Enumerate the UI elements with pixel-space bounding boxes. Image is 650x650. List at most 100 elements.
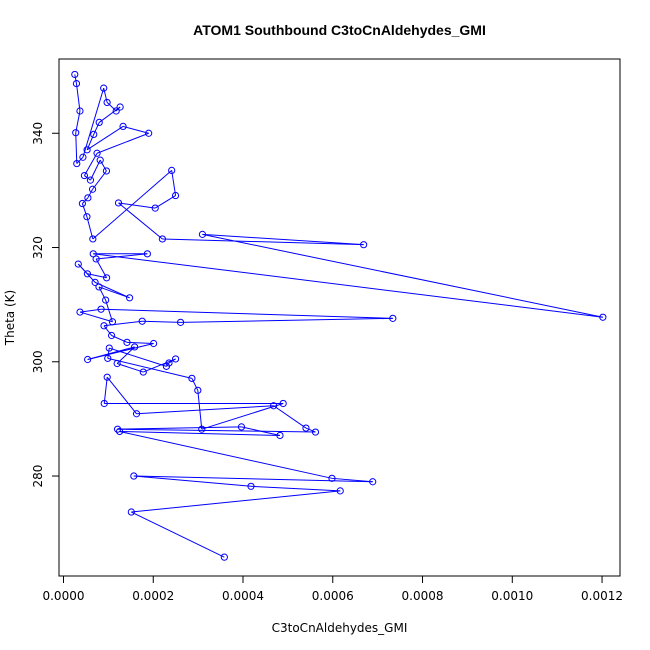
data-point	[138, 317, 146, 325]
data-point	[102, 167, 111, 175]
data-point	[270, 402, 278, 410]
data-point	[171, 191, 180, 200]
data-point	[83, 146, 91, 154]
series-segment	[116, 346, 135, 364]
y-tick-label: 340	[31, 122, 45, 145]
series-segment	[131, 490, 341, 513]
x-tick-label: 0.0008	[402, 589, 444, 603]
data-point	[198, 230, 207, 238]
series-segment	[154, 195, 176, 209]
data-point	[119, 122, 127, 131]
series-segment	[96, 132, 149, 154]
data-point	[84, 194, 92, 202]
y-tick-label: 320	[31, 236, 45, 259]
data-point	[113, 425, 122, 433]
series-segment	[87, 346, 135, 360]
series-segment	[162, 238, 364, 246]
data-point	[116, 103, 124, 111]
series-segment	[118, 202, 163, 240]
series-segment	[106, 376, 137, 415]
data-point	[171, 355, 180, 363]
data-point	[89, 235, 97, 243]
series-segment	[202, 233, 603, 318]
y-axis-label: Theta (K)	[3, 290, 17, 346]
data-point	[176, 318, 185, 326]
series-points	[71, 70, 607, 561]
data-point	[139, 368, 147, 376]
series-segment	[94, 281, 130, 299]
series-segment	[117, 363, 144, 373]
series-segment	[107, 357, 193, 379]
series-segment	[136, 405, 274, 415]
y-axis: 280 300 320 340	[31, 122, 60, 488]
series-segment	[180, 317, 393, 323]
series-segment	[168, 358, 176, 364]
series-segment	[83, 153, 98, 176]
data-point	[95, 283, 103, 291]
x-tick-label: 0.0006	[312, 589, 354, 603]
x-tick-label: 0.0002	[132, 589, 174, 603]
data-point	[83, 213, 91, 221]
data-point	[105, 344, 113, 352]
series-segment	[117, 428, 316, 433]
data-point	[79, 153, 87, 161]
data-point	[150, 339, 158, 348]
series-segment	[98, 286, 130, 299]
data-point	[73, 159, 81, 168]
series-segment	[75, 110, 81, 133]
series-segment	[171, 170, 177, 196]
chart-title: ATOM1 Southbound C3toCnAldehydes_GMI	[193, 22, 486, 38]
data-point	[237, 423, 246, 431]
x-axis-label: C3toCnAldehydes_GMI	[272, 621, 408, 635]
series-segment	[202, 233, 364, 246]
series-segment	[99, 159, 107, 172]
series-segment	[93, 253, 603, 318]
series-segment	[82, 197, 89, 204]
data-point	[103, 98, 111, 107]
data-point	[103, 373, 111, 381]
data-point	[80, 171, 89, 180]
data-point	[115, 427, 124, 436]
series-segment	[81, 203, 88, 217]
series-segment	[82, 87, 105, 158]
series-segment	[98, 106, 121, 123]
series-segment	[105, 299, 113, 322]
data-point	[130, 472, 138, 480]
series-segment	[87, 189, 94, 199]
data-point	[100, 84, 108, 92]
data-point	[369, 478, 377, 486]
data-point	[162, 362, 170, 370]
x-tick-label: 0.0004	[222, 589, 264, 603]
series-segment	[90, 159, 101, 181]
data-point	[103, 274, 111, 282]
data-point	[102, 296, 110, 304]
data-point	[328, 474, 336, 482]
series-segment	[75, 132, 78, 164]
data-point	[72, 79, 81, 88]
data-point	[114, 199, 123, 207]
data-point	[90, 130, 98, 139]
data-point	[108, 318, 117, 326]
data-point	[76, 107, 84, 115]
data-point	[220, 553, 228, 561]
data-point	[97, 305, 105, 313]
series-segment	[305, 427, 316, 433]
x-tick-label: 0.0012	[581, 589, 623, 603]
series-segment	[96, 253, 148, 260]
series-segment	[86, 125, 124, 151]
series-segment	[119, 430, 333, 479]
data-point	[125, 294, 134, 302]
y-tick-label: 280	[31, 465, 45, 488]
series-segment	[103, 88, 108, 103]
data-point	[311, 428, 320, 436]
data-point	[104, 354, 112, 362]
x-axis: 0.0000 0.0002 0.0004 0.0006 0.0008 0.0010 0.00…	[42, 575, 623, 603]
series-segment	[201, 402, 284, 430]
data-point	[76, 308, 84, 316]
series-segment	[103, 377, 108, 404]
series-segment	[75, 83, 81, 112]
data-point	[132, 410, 141, 418]
data-point	[145, 129, 153, 137]
series-segment	[142, 320, 181, 323]
